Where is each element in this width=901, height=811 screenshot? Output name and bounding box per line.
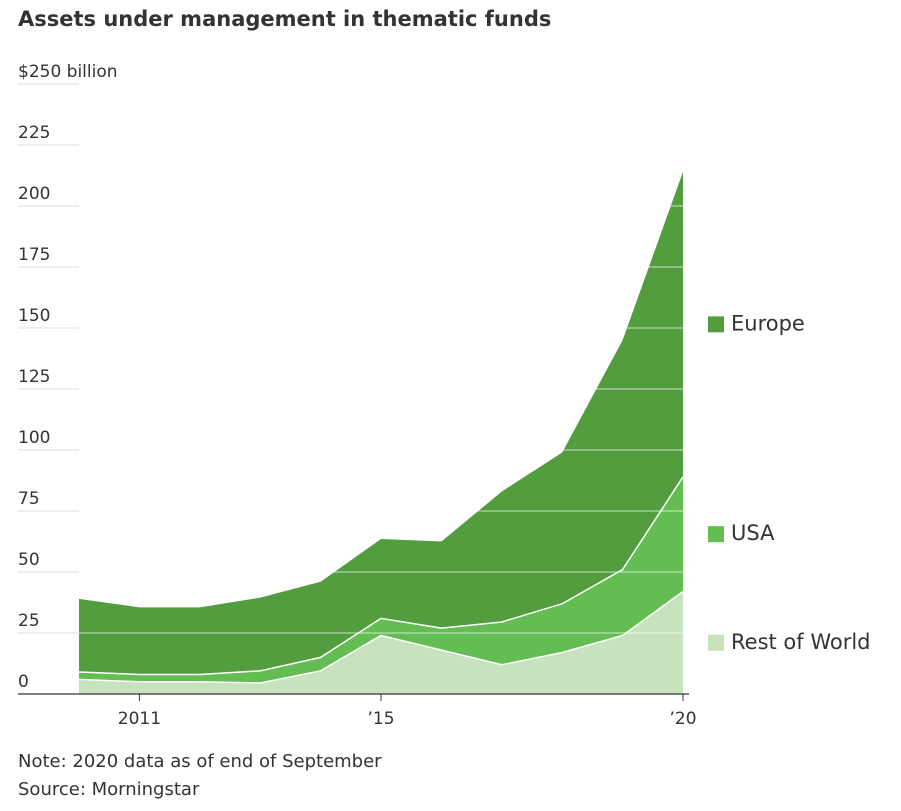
area [79,171,683,675]
y-tick-label: 175 [18,245,50,265]
legend-label: USA [731,521,775,545]
y-tick-label: 225 [18,123,50,143]
x-tick-label: ’15 [367,709,394,729]
y-tick-label: 200 [18,184,50,204]
y-tick-label: 125 [18,367,50,387]
area [79,476,683,684]
y-tick-label: 25 [18,611,40,631]
legend-swatch [708,634,724,651]
legend-swatch [708,316,724,333]
y-tick-label: 0 [18,672,29,692]
y-tick-label: 50 [18,550,40,570]
y-tick-label: 150 [18,306,50,326]
y-tick-label: $250 billion [18,62,118,82]
note: Note: 2020 data as of end of September [18,751,382,772]
x-tick-label: ’20 [669,709,696,729]
source: Source: Morningstar [18,779,200,800]
series-line [78,476,684,676]
y-tick-label: 100 [18,428,50,448]
chart-title: Assets under management in thematic fund… [18,7,551,31]
y-tick-label: 75 [18,489,40,509]
area [79,591,683,694]
legend-label: Rest of World [731,630,871,654]
x-tick-label: 2011 [118,709,161,729]
legend-swatch [708,526,724,543]
series-line [78,590,684,684]
legend-label: Europe [731,311,805,335]
